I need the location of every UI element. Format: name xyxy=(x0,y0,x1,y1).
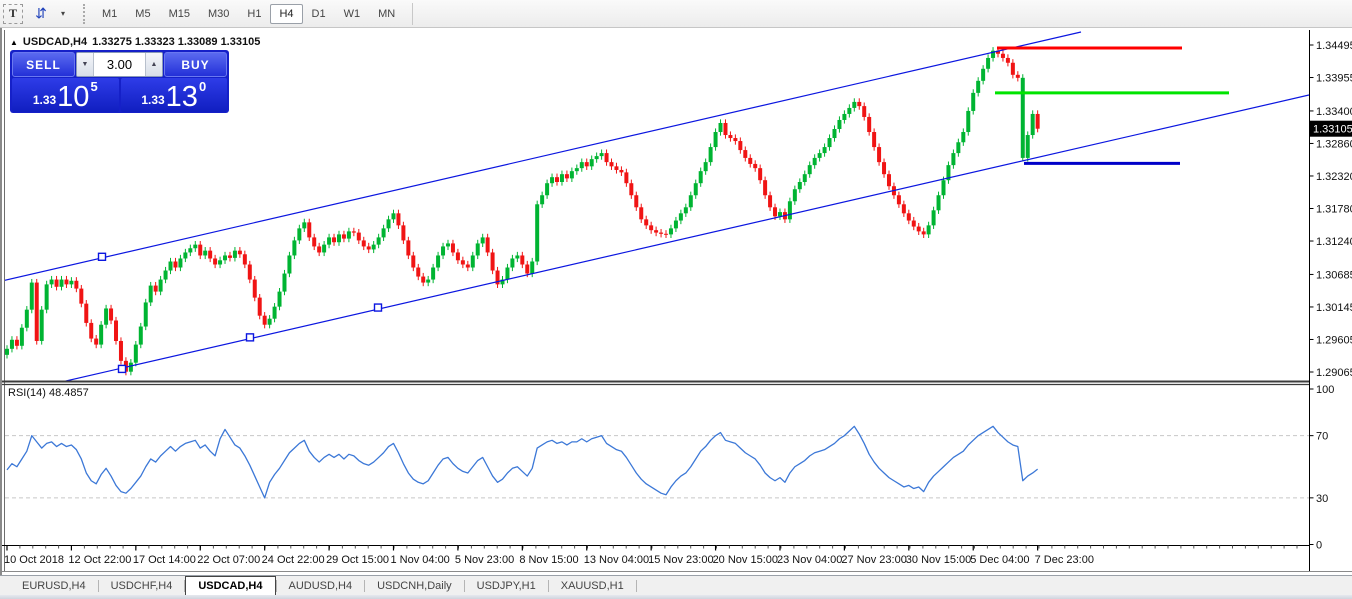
text-tool-button[interactable]: T xyxy=(3,3,23,24)
svg-text:1.32860: 1.32860 xyxy=(1316,138,1352,150)
chart-tab-eurusd[interactable]: EURUSD,H4 xyxy=(22,579,86,592)
sell-price-display[interactable]: 1.33 10 5 xyxy=(12,78,119,112)
svg-text:1.30685: 1.30685 xyxy=(1316,269,1352,281)
timeframe-button-m1[interactable]: M1 xyxy=(102,7,118,20)
svg-text:7 Dec 23:00: 7 Dec 23:00 xyxy=(1035,554,1094,566)
svg-text:1.33955: 1.33955 xyxy=(1316,73,1352,85)
svg-text:1.30145: 1.30145 xyxy=(1316,302,1352,314)
svg-text:15 Nov 23:00: 15 Nov 23:00 xyxy=(648,554,713,566)
timeframe-button-mn[interactable]: MN xyxy=(378,7,396,20)
chart-title: ▲ USDCAD,H4 1.33275 1.33323 1.33089 1.33… xyxy=(10,36,260,48)
svg-text:24 Oct 22:00: 24 Oct 22:00 xyxy=(262,554,325,566)
sell-price-big-digits: 10 xyxy=(57,81,90,113)
one-click-trading-panel: SELL ▼ 3.00 ▲ BUY 1.33 10 5 1.33 13 0 xyxy=(10,50,229,113)
top-toolbar: T ⇵ ▾ M1 M5 M15 M30 H1 H4 D1 W1 MN xyxy=(0,0,1352,28)
chart-tab-bar: EURUSD,H4 USDCHF,H4 USDCAD,H4 AUDUSD,H4 USDC… xyxy=(0,575,1352,595)
buy-button[interactable]: BUY xyxy=(164,52,227,77)
tab-separator xyxy=(184,579,186,592)
svg-text:70: 70 xyxy=(1316,431,1328,443)
chevron-down-icon[interactable]: ▾ xyxy=(60,9,65,18)
svg-text:29 Oct 15:00: 29 Oct 15:00 xyxy=(326,554,389,566)
svg-text:10 Oct 2018: 10 Oct 2018 xyxy=(4,554,64,566)
svg-text:12 Oct 22:00: 12 Oct 22:00 xyxy=(68,554,131,566)
tab-separator xyxy=(275,579,277,592)
chart-symbol-label: USDCAD,H4 xyxy=(22,36,88,48)
sell-price-prefix: 1.33 xyxy=(32,93,57,107)
tab-separator xyxy=(635,579,637,592)
chart-tab-usdchf[interactable]: USDCHF,H4 xyxy=(110,579,173,592)
chart-tab-usdcnh[interactable]: USDCNH,Daily xyxy=(377,579,452,592)
svg-text:23 Nov 04:00: 23 Nov 04:00 xyxy=(777,554,842,566)
svg-text:30: 30 xyxy=(1316,493,1328,505)
svg-text:0: 0 xyxy=(1316,540,1322,552)
status-strip xyxy=(0,595,1352,599)
timeframe-button-group: M1 M5 M15 M30 H1 H4 D1 W1 MN xyxy=(93,3,404,24)
chart-ohlc-values: 1.33275 1.33323 1.33089 1.33105 xyxy=(92,36,261,48)
buy-price-display[interactable]: 1.33 13 0 xyxy=(120,78,227,113)
timeframe-button-m5[interactable]: M5 xyxy=(135,7,151,20)
svg-text:1.33400: 1.33400 xyxy=(1316,106,1352,118)
buy-price-big-digits: 13 xyxy=(165,81,198,113)
svg-text:8 Nov 15:00: 8 Nov 15:00 xyxy=(519,554,578,566)
timeframe-button-w1[interactable]: W1 xyxy=(343,7,361,20)
toolbar-separator xyxy=(412,2,414,25)
svg-text:100: 100 xyxy=(1316,384,1334,396)
svg-text:1.34495: 1.34495 xyxy=(1316,40,1352,52)
volume-spinner: ▼ 3.00 ▲ xyxy=(76,52,163,77)
volume-input[interactable]: 3.00 xyxy=(106,57,133,72)
candlestick-chart-canvas[interactable]: 1.34495 1.33955 1.33400 1.32860 1.32320 1.317… xyxy=(2,30,1352,573)
timeframe-button-h1[interactable]: H1 xyxy=(247,7,262,20)
svg-text:30 Nov 15:00: 30 Nov 15:00 xyxy=(906,554,971,566)
chart-tab-usdjpy[interactable]: USDJPY,H1 xyxy=(476,579,536,592)
sell-button[interactable]: SELL xyxy=(12,52,75,77)
buy-price-pip-digit: 0 xyxy=(198,79,207,94)
volume-decrease-button[interactable]: ▼ xyxy=(77,53,94,76)
rsi-indicator-label: RSI(14) 48.4857 xyxy=(8,387,89,399)
tab-separator xyxy=(547,579,549,592)
toolbar-grip-handle[interactable] xyxy=(83,3,87,24)
chart-window[interactable]: 1.34495 1.33955 1.33400 1.32860 1.32320 1.317… xyxy=(0,28,1352,575)
timeframe-button-h4[interactable]: H4 xyxy=(270,3,303,24)
svg-text:27 Nov 23:00: 27 Nov 23:00 xyxy=(841,554,906,566)
tab-separator xyxy=(364,579,366,592)
svg-text:5 Nov 23:00: 5 Nov 23:00 xyxy=(455,554,514,566)
chart-tab-xauusd[interactable]: XAUUSD,H1 xyxy=(560,579,624,592)
volume-increase-button[interactable]: ▲ xyxy=(145,53,162,76)
svg-text:1.32320: 1.32320 xyxy=(1316,171,1352,183)
sell-price-pip-digit: 5 xyxy=(90,79,98,94)
chart-tab-audusd[interactable]: AUDUSD,H4 xyxy=(288,579,353,592)
svg-text:20 Nov 15:00: 20 Nov 15:00 xyxy=(713,554,778,566)
cursor-mode-icon[interactable]: ⇵ xyxy=(35,5,47,21)
svg-text:1.29065: 1.29065 xyxy=(1316,367,1352,379)
timeframe-button-m30[interactable]: M30 xyxy=(207,7,230,20)
tab-separator xyxy=(463,579,465,592)
svg-text:1.31240: 1.31240 xyxy=(1316,236,1352,248)
svg-text:5 Dec 04:00: 5 Dec 04:00 xyxy=(970,554,1029,566)
svg-text:1 Nov 04:00: 1 Nov 04:00 xyxy=(390,554,449,566)
svg-text:17 Oct 14:00: 17 Oct 14:00 xyxy=(133,554,196,566)
svg-text:13 Nov 04:00: 13 Nov 04:00 xyxy=(584,554,649,566)
collapse-triangle-icon[interactable]: ▲ xyxy=(10,37,18,47)
chart-tab-usdcad[interactable]: USDCAD,H4 xyxy=(185,576,276,595)
timeframe-button-d1[interactable]: D1 xyxy=(311,7,326,20)
svg-text:1.33105: 1.33105 xyxy=(1313,124,1352,136)
svg-text:1.29605: 1.29605 xyxy=(1316,334,1352,346)
buy-price-prefix: 1.33 xyxy=(141,93,165,107)
tab-separator xyxy=(97,579,99,592)
timeframe-button-m15[interactable]: M15 xyxy=(168,7,190,20)
svg-text:1.31780: 1.31780 xyxy=(1316,203,1352,215)
svg-text:22 Oct 07:00: 22 Oct 07:00 xyxy=(197,554,260,566)
